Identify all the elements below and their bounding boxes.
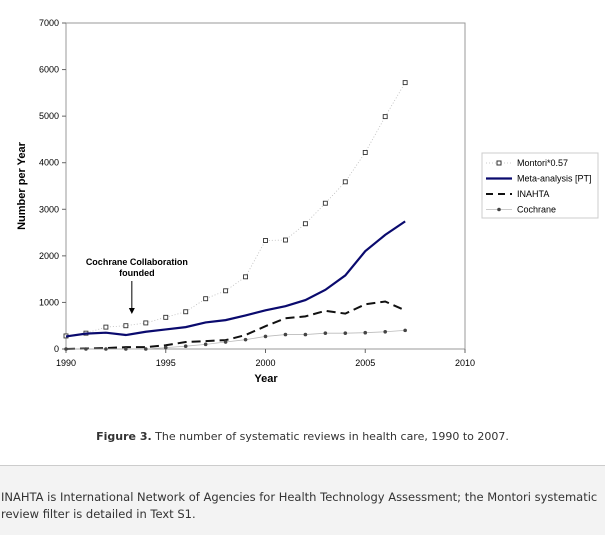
x-tick-label: 1995: [156, 358, 176, 368]
y-tick-label: 7000: [39, 18, 59, 28]
data-point: [363, 330, 368, 335]
y-tick-label: 4000: [39, 158, 59, 168]
x-axis-label: Year: [254, 373, 278, 385]
figure-caption: Figure 3. The number of systematic revie…: [0, 430, 605, 443]
x-tick-label: 2000: [255, 358, 275, 368]
data-point: [243, 274, 249, 280]
annotation-line2: founded: [119, 268, 155, 278]
series-line-2: [65, 300, 406, 350]
data-point: [143, 320, 149, 326]
data-point: [183, 309, 189, 315]
data-point: [84, 347, 88, 351]
legend-label: INAHTA: [517, 189, 549, 199]
annotation-line1: Cochrane Collaboration: [86, 257, 188, 267]
footnote-text: INAHTA is International Network of Agenc…: [1, 490, 598, 521]
data-point: [203, 342, 208, 347]
legend-marker: [497, 207, 501, 212]
x-tick-label: 1990: [56, 358, 76, 368]
caption-label: Figure 3.: [96, 430, 152, 443]
data-point: [362, 150, 368, 155]
series-line-3: [66, 329, 406, 350]
chart: 0 1000 2000 3000 4000 5000 6000 7000 1990 1995 200…: [16, 18, 599, 385]
data-point: [163, 314, 169, 320]
annotation-arrow: [128, 281, 135, 314]
data-point: [144, 347, 148, 351]
data-point: [403, 328, 407, 333]
data-point: [223, 340, 228, 344]
y-tick-label: 3000: [39, 204, 59, 214]
data-point: [104, 347, 108, 351]
data-point: [322, 200, 328, 206]
y-tick-label: 5000: [39, 111, 59, 121]
y-tick-label: 6000: [39, 65, 59, 75]
data-point: [123, 323, 129, 329]
y-axis-label: Number per Year: [16, 141, 28, 230]
data-point: [343, 331, 348, 335]
y-tick-label: 0: [54, 344, 59, 354]
y-tick-label: 2000: [39, 251, 59, 261]
data-point: [383, 329, 388, 334]
legend-marker: [496, 160, 502, 166]
legend-label: Meta-analysis [PT]: [517, 174, 592, 184]
legend-label: Cochrane: [517, 205, 556, 215]
plot-area: [65, 22, 466, 350]
legend-label: Montori*0.57: [517, 158, 568, 168]
series-line-1: [65, 220, 406, 338]
data-point: [342, 179, 348, 185]
data-point: [402, 80, 408, 86]
data-point: [163, 345, 168, 350]
data-point: [203, 296, 209, 302]
data-point: [323, 331, 328, 335]
data-point: [302, 221, 308, 227]
x-tick-label: 2005: [355, 358, 375, 368]
y-tick-label: 1000: [39, 297, 59, 307]
data-point: [382, 114, 388, 120]
data-point: [263, 238, 268, 243]
data-point: [103, 324, 109, 330]
series-line-0: [65, 82, 406, 337]
footnote-panel: INAHTA is International Network of Agenc…: [0, 465, 605, 535]
data-point: [183, 344, 188, 349]
x-tick-label: 2010: [455, 358, 475, 368]
data-point: [124, 347, 128, 351]
data-point: [283, 332, 288, 337]
data-point: [223, 288, 229, 294]
arrow-head: [128, 308, 135, 314]
data-point: [283, 237, 288, 243]
legend: Montori*0.57 Meta-analysis [PT] INAHTA Coch…: [481, 152, 599, 219]
data-point: [243, 337, 248, 342]
data-point: [303, 332, 308, 337]
data-point: [263, 334, 268, 339]
data-point: [64, 347, 68, 351]
caption-text: The number of systematic reviews in heal…: [151, 430, 509, 443]
